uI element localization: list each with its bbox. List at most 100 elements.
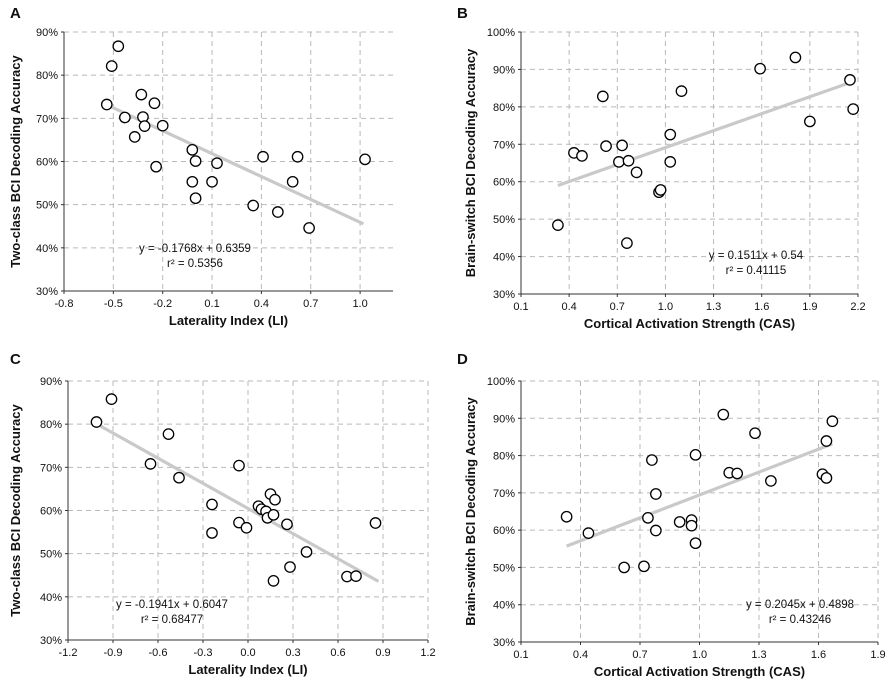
data-point <box>186 175 199 188</box>
data-point <box>206 175 218 188</box>
data-point <box>138 120 151 132</box>
y-axis-label: Two-class BCI Decoding Accuracy <box>8 55 23 268</box>
x-tick-label: -0.8 <box>55 298 74 310</box>
x-tick-label: 1.6 <box>811 649 826 661</box>
y-axis-label: Brain-switch BCI Decoding Accuracy <box>463 48 478 277</box>
data-point <box>105 393 118 405</box>
data-point <box>650 488 662 500</box>
y-tick-label: 50% <box>40 549 62 561</box>
panel-letter: D <box>457 351 468 368</box>
data-point <box>112 40 125 53</box>
data-point <box>148 97 161 110</box>
data-point <box>206 498 218 511</box>
panel-a: 30% 40% 50% 60% 70% 80% 90% -0.8 -0.5 -0.2 0.1 0.4 0… <box>8 5 393 328</box>
x-tick-label: 1.0 <box>352 298 367 310</box>
r-squared: r² = 0.5356 <box>167 258 223 270</box>
data-point <box>789 51 802 64</box>
x-tick-label: 0.7 <box>610 301 625 313</box>
data-point <box>271 206 284 218</box>
data-point <box>284 561 296 573</box>
data-point <box>630 166 643 179</box>
x-axis-label: Laterality Index (LI) <box>188 662 307 677</box>
data-point <box>267 575 280 587</box>
data-point <box>173 471 185 484</box>
y-tick-label: 80% <box>493 102 515 114</box>
data-point <box>291 150 304 163</box>
data-point <box>618 561 630 574</box>
y-tick-label: 30% <box>493 637 515 649</box>
data-point <box>826 415 839 428</box>
regression-equation: y = -0.1941x + 0.6047 <box>116 599 228 611</box>
data-point <box>150 160 162 173</box>
data-point <box>552 219 564 231</box>
y-tick-label: 30% <box>493 289 515 301</box>
x-tick-label: 0.4 <box>561 301 576 313</box>
x-tick-label: 1.9 <box>870 649 885 661</box>
data-point <box>613 156 625 168</box>
data-point <box>664 128 677 141</box>
panel-c: 30% 40% 50% 60% 70% 80% 90% -1.2 -0.9 -0.6 -0.3 0.0… <box>8 351 436 677</box>
data-point <box>90 416 103 428</box>
x-tick-label: 0.7 <box>303 298 318 310</box>
data-point <box>754 62 766 75</box>
data-point <box>135 88 148 101</box>
y-axis-label: Two-class BCI Decoding Accuracy <box>8 404 23 617</box>
y-tick-label: 40% <box>493 252 515 264</box>
data-point <box>560 510 573 523</box>
data-point <box>820 435 833 447</box>
data-point <box>303 222 315 234</box>
data-point <box>847 103 860 115</box>
data-point <box>642 511 654 524</box>
data-point <box>717 408 730 421</box>
trend-line <box>94 421 380 583</box>
y-tick-label: 80% <box>493 451 515 463</box>
data-point <box>211 157 223 170</box>
y-tick-label: 90% <box>493 64 515 76</box>
data-point <box>596 90 609 103</box>
data-point <box>240 521 253 534</box>
data-point <box>189 192 202 205</box>
y-tick-label: 70% <box>40 462 62 474</box>
trend-line <box>557 79 854 188</box>
data-point <box>128 131 141 143</box>
data-point <box>257 150 269 163</box>
y-tick-label: 100% <box>487 376 515 388</box>
x-tick-label: 1.2 <box>420 647 435 659</box>
x-tick-label: 0.1 <box>513 649 528 661</box>
y-tick-label: 80% <box>36 70 58 82</box>
x-tick-label: -0.6 <box>149 647 168 659</box>
data-point <box>144 458 157 470</box>
y-tick-label: 60% <box>40 506 62 518</box>
x-tick-label: 1.6 <box>754 301 769 313</box>
data-point <box>749 427 761 440</box>
x-tick-label: 0.3 <box>285 647 300 659</box>
data-point <box>622 154 635 167</box>
y-tick-label: 90% <box>40 376 62 388</box>
x-tick-label: -0.5 <box>104 298 123 310</box>
r-squared: r² = 0.43246 <box>769 614 831 626</box>
data-point <box>286 175 299 188</box>
regression-equation: y = 0.1511x + 0.54 <box>709 250 804 262</box>
data-point <box>664 156 677 168</box>
x-tick-label: 0.0 <box>240 647 255 659</box>
x-tick-label: 1.3 <box>706 301 721 313</box>
data-point <box>638 560 650 573</box>
data-point <box>621 237 633 249</box>
y-tick-label: 70% <box>493 488 515 500</box>
data-point <box>650 524 662 537</box>
x-tick-label: 0.6 <box>330 647 345 659</box>
y-tick-label: 40% <box>493 600 515 612</box>
data-point <box>100 98 113 111</box>
data-point <box>189 155 202 167</box>
x-tick-label: -0.9 <box>104 647 123 659</box>
x-tick-label: 1.0 <box>658 301 673 313</box>
data-point <box>673 516 686 528</box>
data-point <box>820 472 833 484</box>
x-axis-label: Laterality Index (LI) <box>169 313 288 328</box>
y-tick-label: 50% <box>493 214 515 226</box>
r-squared: r² = 0.41115 <box>726 265 787 277</box>
regression-equation: y = 0.2045x + 0.4898 <box>746 599 854 611</box>
x-tick-label: 0.9 <box>375 647 390 659</box>
x-tick-label: 0.4 <box>573 649 588 661</box>
